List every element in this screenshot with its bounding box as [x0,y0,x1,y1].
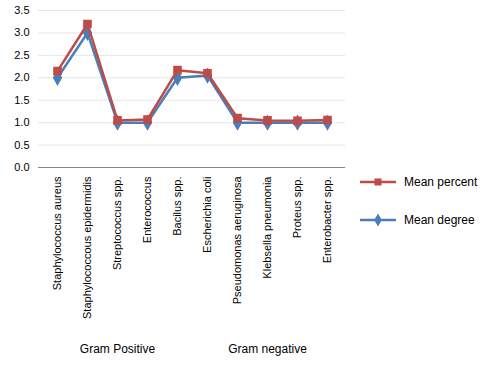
svg-text:Gram negative: Gram negative [228,342,307,356]
svg-text:1.5: 1.5 [14,94,29,106]
svg-text:3.0: 3.0 [14,26,29,38]
svg-text:Klebsella pneumonia: Klebsella pneumonia [261,176,273,279]
svg-text:Gram Positive: Gram Positive [80,342,156,356]
svg-text:0.0: 0.0 [14,161,29,173]
svg-text:Bacilus spp.: Bacilus spp. [171,177,183,236]
html-text:Mean percent: Mean percent [404,175,478,189]
svg-text:2.5: 2.5 [14,49,29,61]
svg-text:1.0: 1.0 [14,116,29,128]
svg-text:3.5: 3.5 [14,4,29,16]
html-text:Mean degree: Mean degree [404,213,475,227]
svg-text:2.0: 2.0 [14,71,29,83]
svg-text:Staphylococcous epidermidis: Staphylococcous epidermidis [81,176,93,319]
svg-text:0.5: 0.5 [14,139,29,151]
svg-text:Enterococcus: Enterococcus [141,176,153,243]
svg-text:Streptococcus spp.: Streptococcus spp. [111,177,123,271]
svg-text:Escherichia coli: Escherichia coli [201,177,213,253]
svg-text:Enterobacter spp.: Enterobacter spp. [321,177,333,264]
svg-text:Staphylococcus aureus: Staphylococcus aureus [51,176,63,290]
svg-text:Proteus spp.: Proteus spp. [291,177,303,239]
svg-text:Pseudomonas aeruginosa: Pseudomonas aeruginosa [231,176,243,305]
